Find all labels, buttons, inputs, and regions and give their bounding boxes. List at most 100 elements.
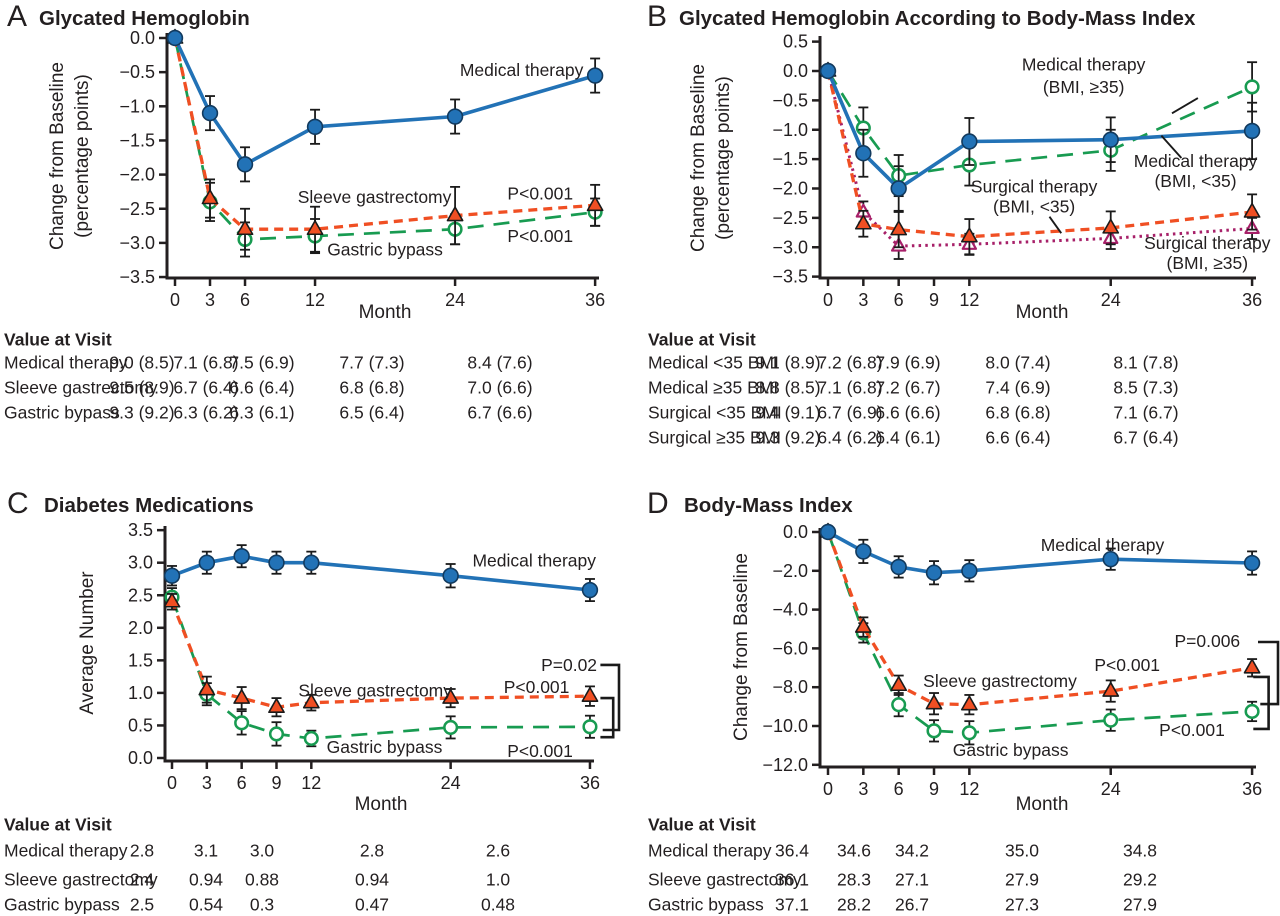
data-point-marker (581, 581, 599, 599)
data-point-marker (306, 220, 324, 236)
panel-letter: B (647, 0, 668, 33)
y-tick-label: −3.0 (119, 233, 155, 253)
y-axis-title: (percentage points) (713, 76, 734, 240)
annotation-label: P<0.001 (504, 677, 570, 697)
x-tick-label: 0 (823, 290, 833, 310)
annotation-label: (BMI, ≥35) (1167, 253, 1249, 273)
table-cell: 8.0 (7.4) (985, 352, 1051, 373)
table-row-label: Sleeve gastrectomy (4, 377, 158, 398)
annotation-label: Medical therapy (1022, 55, 1146, 75)
y-tick-label: −6.0 (772, 638, 808, 658)
y-tick-label: −1.5 (772, 149, 808, 169)
annotation-label: (BMI, <35) (1154, 171, 1236, 191)
table-cell: 0.88 (244, 869, 280, 890)
y-tick-label: −0.5 (119, 62, 155, 82)
y-tick-label: −3.5 (119, 267, 155, 287)
table-cell: 9.1 (8.9) (755, 352, 821, 373)
y-tick-label: −2.5 (772, 208, 808, 228)
table-cell: 27.1 (894, 869, 930, 890)
y-tick-label: −3.5 (772, 267, 808, 287)
table-cell: 9.3 (9.2) (755, 427, 821, 448)
annotation-label: Gastric bypass (327, 737, 443, 757)
data-point-marker (1243, 202, 1261, 218)
y-tick-label: 0.0 (783, 522, 808, 542)
table-cell: 37.1 (774, 894, 810, 915)
x-tick-label: 12 (305, 290, 325, 310)
panel-letter: A (7, 0, 28, 33)
table-cell: 2.5 (129, 894, 155, 915)
table-cell: 8.8 (8.5) (755, 377, 821, 398)
table-cell: 2.4 (129, 869, 155, 890)
table-header: Value at Visit (648, 329, 756, 350)
table-row-label: Medical therapy (648, 840, 772, 861)
table-cell: 36.1 (774, 869, 810, 890)
annotation-label: Surgical therapy (1144, 233, 1271, 253)
annotation-label: Sleeve gastrectomy (923, 671, 1077, 691)
table-cell: 34.6 (836, 840, 872, 861)
data-point-marker (1102, 550, 1119, 568)
chart-glycated-hemoglobin-by-bmi: 0.50.0−0.5−1.0−1.5−2.0−2.5−3.0−3.50 3 6 9 12… (688, 32, 1271, 323)
data-point-marker (1102, 218, 1120, 234)
x-tick-label: 12 (959, 779, 979, 799)
table-cell: 27.9 (1122, 894, 1158, 915)
table-cell: 9.3 (9.2) (109, 402, 175, 423)
table-row-label: Gastric bypass (4, 402, 120, 423)
annotation-label: Medical therapy (460, 60, 584, 80)
data-point-marker (442, 688, 460, 704)
y-axis-title: Average Number (77, 571, 98, 715)
annotation-label: Medical therapy (1041, 535, 1165, 555)
table-row-label: Surgical <35 BMI (648, 402, 782, 423)
x-tick-label: 36 (580, 773, 600, 793)
table-row-label: Medical therapy (4, 840, 128, 861)
data-point-marker (163, 567, 181, 584)
table-header: Value at Visit (4, 329, 112, 350)
x-tick-label: 3 (858, 779, 868, 799)
table-cell: 0.54 (188, 894, 224, 915)
x-tick-label: 3 (202, 773, 212, 793)
table-row-label: Gastric bypass (4, 894, 120, 915)
table-cell: 35.0 (1004, 840, 1040, 861)
data-point-marker (890, 180, 907, 197)
y-axis-title: Change from Baseline (731, 553, 752, 741)
table-cell: 7.4 (6.9) (985, 377, 1051, 398)
data-point-marker (855, 543, 872, 560)
p-value-bracket (600, 696, 615, 739)
table-cell: 6.7 (6.4) (1113, 427, 1179, 448)
x-tick-label: 0 (823, 779, 833, 799)
annotation-label: P<0.001 (507, 741, 573, 761)
x-tick-label: 36 (585, 290, 605, 310)
leader-line (1171, 97, 1199, 115)
table-cell: 6.7 (6.4) (173, 377, 239, 398)
x-tick-label: 36 (1242, 779, 1262, 799)
data-point-marker (201, 189, 219, 205)
y-tick-label: 3.5 (128, 520, 153, 540)
x-tick-label: 3 (858, 290, 868, 310)
y-tick-label: 3.0 (128, 553, 153, 573)
table-cell: 6.6 (6.4) (229, 377, 295, 398)
panel-glycated-hemoglobin-by-bmi: B Glycated Hemoglobin According to Body-… (640, 0, 1280, 478)
p-value-bracket (600, 663, 621, 732)
y-tick-label: −2.0 (119, 165, 155, 185)
y-tick-label: −12.0 (762, 755, 808, 775)
panel-glycated-hemoglobin: A Glycated Hemoglobin 0.0 −0.5 −1.0 −1.5 −2.… (0, 0, 640, 478)
annotation-label: P<0.001 (507, 184, 573, 204)
table-cell: 0.48 (480, 894, 516, 915)
data-point-marker (1103, 712, 1119, 728)
y-axis-title: Change from Baseline (47, 62, 68, 250)
y-tick-label: 0.0 (130, 28, 155, 48)
x-tick-label: 24 (445, 290, 465, 310)
data-point-marker (581, 686, 599, 702)
table-cell: 6.7 (6.9) (817, 402, 883, 423)
table-cell: 0.3 (249, 894, 275, 915)
annotation-label: Medical therapy (472, 551, 596, 571)
table-cell: 2.8 (129, 840, 155, 861)
x-tick-label: 36 (1242, 290, 1262, 310)
x-tick-label: 6 (894, 779, 904, 799)
x-axis-title: Month (359, 302, 412, 323)
data-point-marker (198, 554, 216, 571)
table-cell: 6.7 (6.6) (467, 402, 533, 423)
series-line (173, 37, 596, 167)
table-cell: 7.1 (6.8) (817, 377, 883, 398)
x-tick-label: 0 (170, 290, 180, 310)
data-point-marker (961, 562, 978, 580)
